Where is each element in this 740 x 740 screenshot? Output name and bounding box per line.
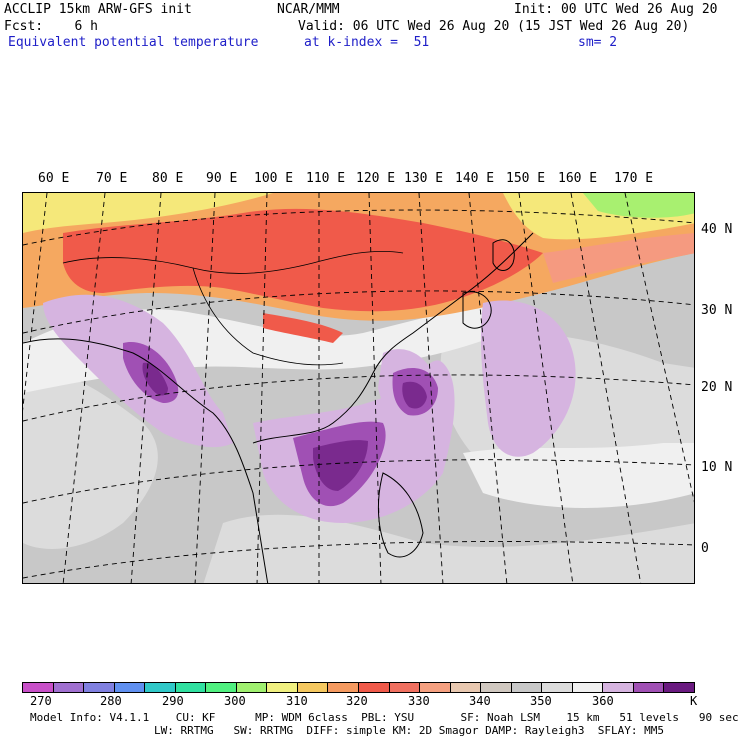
colorbar-tick-350: 350 <box>530 694 552 708</box>
colorbar-swatch <box>450 683 482 692</box>
meridian-150e <box>518 193 574 583</box>
dark-purple-region <box>313 440 368 491</box>
colorbar-swatch <box>114 683 146 692</box>
colorbar-swatch <box>603 683 634 692</box>
colorbar-tick-360: 360 <box>592 694 614 708</box>
colorbar-tick-300: 300 <box>224 694 246 708</box>
light-gray-region <box>203 514 694 583</box>
white-band <box>463 443 694 508</box>
map-canvas <box>23 193 694 583</box>
colorbar-tick-340: 340 <box>469 694 491 708</box>
meridian-130e <box>418 193 444 583</box>
field-name: Equivalent potential temperature <box>8 35 259 50</box>
lon-label-140e: 140 E <box>455 171 495 186</box>
lon-label-70e: 70 E <box>96 171 128 186</box>
colorbar-swatch <box>53 683 85 692</box>
smoothing-label: sm= 2 <box>578 35 618 50</box>
colorbar-swatch <box>236 683 268 692</box>
colorbar-tick-310: 310 <box>286 694 308 708</box>
colorbar-tick-290: 290 <box>162 694 184 708</box>
theta-e-map <box>22 192 695 584</box>
lon-label-100e: 100 E <box>254 171 294 186</box>
dark-purple-region <box>142 362 168 396</box>
colorbar-swatch <box>267 683 298 692</box>
green-region <box>583 193 694 218</box>
model-physics: LW: RRTMG SW: RRTMG DIFF: simple KM: 2D … <box>154 724 664 737</box>
colorbar-swatch <box>664 683 695 692</box>
lon-label-150e: 150 E <box>506 171 546 186</box>
parallel-40n <box>23 209 694 246</box>
parallel-20n <box>23 374 694 422</box>
colorbar-tick-280: 280 <box>100 694 122 708</box>
forecast-hour: Fcst: 6 h <box>4 19 98 34</box>
lon-label-130e: 130 E <box>404 171 444 186</box>
lat-label-10n: 10 N <box>701 460 733 475</box>
colorbar-tick-270: 270 <box>30 694 52 708</box>
colorbar-swatch <box>420 683 451 692</box>
colorbar-swatch <box>511 683 543 692</box>
colorbar-tick-330: 330 <box>408 694 430 708</box>
colorbar <box>22 682 695 693</box>
coastline <box>23 338 269 583</box>
colorbar-swatch <box>633 683 665 692</box>
colorbar-swatch <box>84 683 115 692</box>
meridian-90e <box>194 193 216 583</box>
colorbar-swatch <box>206 683 237 692</box>
colorbar-swatch <box>23 683 54 692</box>
colorbar-swatch <box>175 683 207 692</box>
yellow-region <box>23 193 273 233</box>
colorbar-swatch <box>145 683 176 692</box>
lon-label-90e: 90 E <box>206 171 238 186</box>
meridian-140e <box>468 193 508 583</box>
lon-label-160e: 160 E <box>558 171 598 186</box>
lat-label-20n: 20 N <box>701 380 733 395</box>
lon-label-170e: 170 E <box>614 171 654 186</box>
parallel-30n <box>23 290 694 334</box>
colorbar-swatch <box>572 683 604 692</box>
meridian-170e <box>624 193 694 503</box>
lon-label-120e: 120 E <box>356 171 396 186</box>
colorbar-swatch <box>389 683 421 692</box>
valid-time: Valid: 06 UTC Wed 26 Aug 20 (15 JST Wed … <box>298 19 690 34</box>
colorbar-swatch <box>359 683 390 692</box>
lat-label-30n: 30 N <box>701 303 733 318</box>
salmon-region <box>543 233 694 283</box>
meridian-80e <box>130 193 162 583</box>
japan-coastline <box>462 291 492 329</box>
red-region <box>63 208 543 312</box>
colorbar-swatch <box>481 683 512 692</box>
country-border <box>62 250 404 274</box>
lat-label-0: 0 <box>701 541 709 556</box>
institution-label: NCAR/MMM <box>277 2 340 17</box>
level-index: at k-index = 51 <box>304 35 430 50</box>
light-gray-region <box>23 371 158 549</box>
meridian-60e <box>23 193 48 411</box>
meridian-160e <box>570 193 642 583</box>
model-title: ACCLIP 15km ARW-GFS init <box>4 2 192 17</box>
red-region <box>263 313 343 343</box>
lavender-region <box>480 300 576 457</box>
meridian-70e <box>62 193 106 583</box>
colorbar-swatch <box>328 683 360 692</box>
lon-label-60e: 60 E <box>38 171 70 186</box>
country-border <box>192 267 344 366</box>
coastline <box>252 232 534 444</box>
colorbar-swatch <box>297 683 329 692</box>
colorbar-swatch <box>542 683 573 692</box>
island-coastline <box>492 239 515 271</box>
colorbar-unit: K <box>690 694 698 708</box>
graticule <box>23 193 694 583</box>
meridian-120e <box>368 193 382 583</box>
meridian-100e <box>256 193 268 583</box>
colorbar-tick-320: 320 <box>346 694 368 708</box>
model-info: Model Info: V4.1.1 CU: KF MP: WDM 6class… <box>30 711 739 724</box>
lat-label-40n: 40 N <box>701 222 733 237</box>
lon-label-80e: 80 E <box>152 171 184 186</box>
lon-label-110e: 110 E <box>306 171 346 186</box>
dark-purple-region <box>402 381 427 409</box>
init-time: Init: 00 UTC Wed 26 Aug 20 <box>514 2 718 17</box>
